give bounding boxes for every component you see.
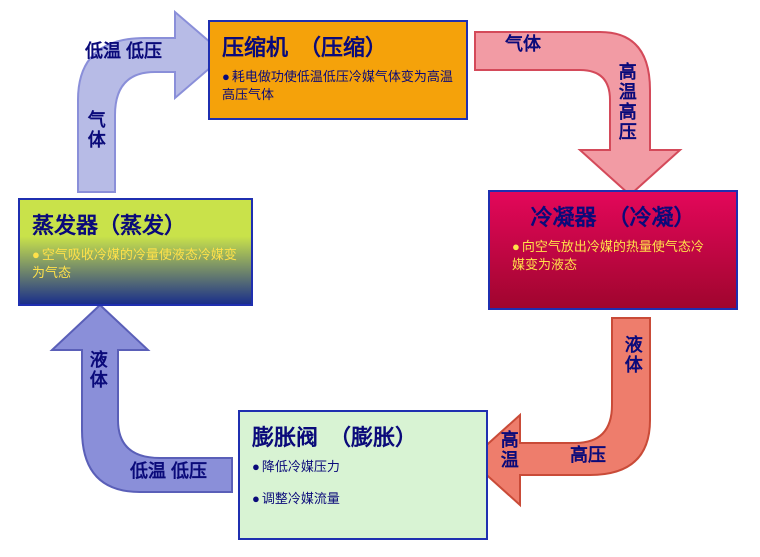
arrow-compressor-to-condenser — [475, 32, 680, 195]
label-a4-gas: 气体 — [85, 110, 105, 150]
label-a2-hp: 高压 — [570, 446, 606, 466]
evaporator-box: 蒸发器（蒸发） 空气吸收冷媒的冷量使液态冷媒变为气态 — [18, 198, 253, 306]
refrigeration-cycle-diagram: 压缩机 （压缩） 耗电做功使低温低压冷媒气体变为高温高压气体 冷凝器 （冷凝） … — [0, 0, 760, 557]
expansion-box: 膨胀阀 （膨胀） 降低冷媒压力 调整冷媒流量 — [238, 410, 488, 540]
expansion-title: 膨胀阀 （膨胀） — [252, 420, 474, 452]
expansion-desc2: 调整冷媒流量 — [252, 490, 474, 508]
label-a3-ltlp: 低温 低压 — [130, 462, 207, 482]
condenser-box: 冷凝器 （冷凝） 向空气放出冷媒的热量使气态冷媒变为液态 — [488, 190, 738, 310]
compressor-title: 压缩机 （压缩） — [222, 30, 454, 62]
label-a1-hthp: 高温高压 — [616, 62, 636, 142]
label-a2-liquid: 液体 — [622, 335, 642, 375]
condenser-desc: 向空气放出冷媒的热量使气态冷媒变为液态 — [502, 238, 724, 273]
label-a2-ht: 高温 — [498, 430, 518, 470]
evaporator-title: 蒸发器（蒸发） — [32, 208, 239, 240]
label-a3-liquid: 液体 — [87, 350, 107, 390]
evaporator-desc: 空气吸收冷媒的冷量使液态冷媒变为气态 — [32, 246, 239, 281]
arrow-evaporator-to-compressor — [78, 12, 225, 192]
expansion-desc1: 降低冷媒压力 — [252, 458, 474, 476]
condenser-title: 冷凝器 （冷凝） — [502, 200, 724, 232]
label-a4-ltlp: 低温 低压 — [85, 42, 162, 62]
compressor-box: 压缩机 （压缩） 耗电做功使低温低压冷媒气体变为高温高压气体 — [208, 20, 468, 120]
compressor-desc: 耗电做功使低温低压冷媒气体变为高温高压气体 — [222, 68, 454, 103]
label-a1-gas: 气体 — [505, 35, 541, 55]
